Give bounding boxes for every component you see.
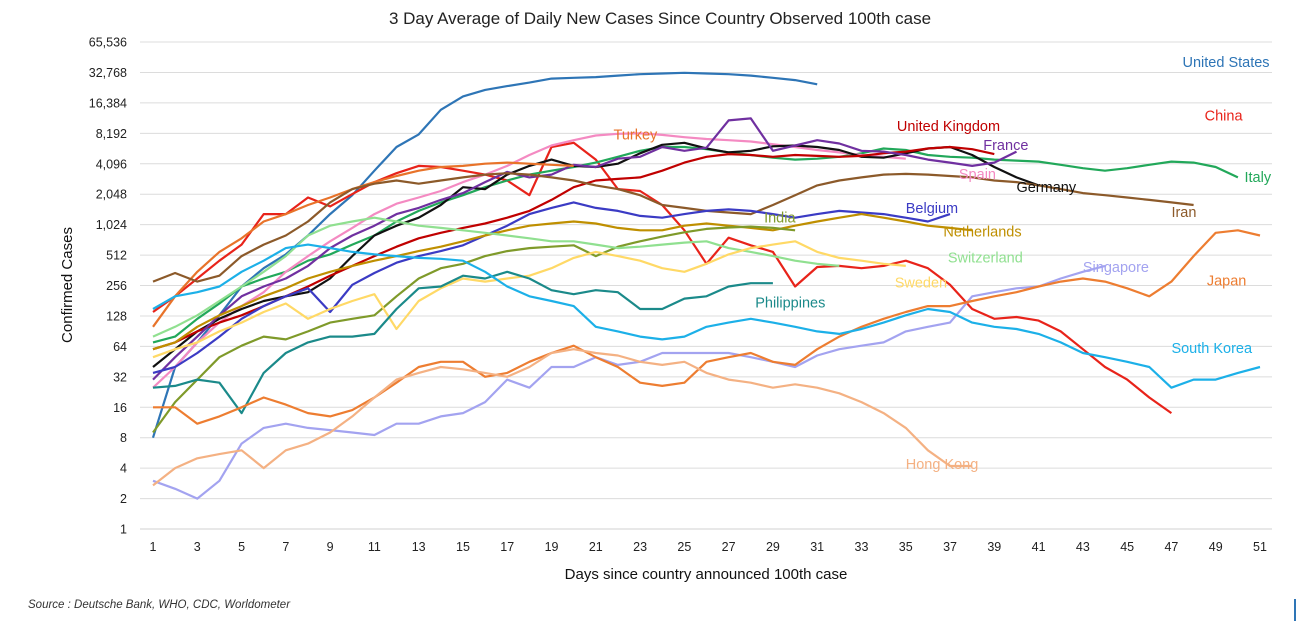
x-tick-label: 17: [500, 540, 514, 554]
series-line-philippines: [152, 270, 773, 415]
y-tick-label: 32,768: [89, 66, 127, 80]
series-line-hong-kong: [152, 348, 973, 487]
y-axis-ticks: 1 2 4 8 16 32 64 128 256 512 1,024 2,048 4,096 8,192 1…: [89, 36, 127, 537]
x-axis-ticks: 1 3 5 7 9 11 13 15 17 19 21 23 25 27 29 31 33 35 37 39 41 43 4…: [150, 540, 1267, 554]
series-label-iran: Iran: [1171, 205, 1196, 221]
y-tick-label: 4,096: [96, 157, 127, 171]
corner-mark: [1294, 599, 1296, 621]
x-tick-label: 27: [722, 540, 736, 554]
series-line-belgium: [152, 201, 951, 374]
y-tick-label: 65,536: [89, 36, 127, 50]
series-line-south-korea: [152, 243, 1261, 389]
series-label-turkey: Turkey: [614, 128, 659, 144]
series-line-singapore: [152, 264, 1106, 500]
series-label-japan: Japan: [1207, 274, 1247, 290]
y-tick-label: 2: [120, 492, 127, 506]
series-label-belgium: Belgium: [906, 201, 958, 217]
y-tick-label: 1,024: [96, 218, 127, 232]
x-tick-label: 3: [194, 540, 201, 554]
x-tick-label: 21: [589, 540, 603, 554]
x-tick-label: 45: [1120, 540, 1134, 554]
x-tick-label: 31: [810, 540, 824, 554]
y-tick-label: 4: [120, 462, 127, 476]
x-tick-label: 43: [1076, 540, 1090, 554]
y-tick-label: 32: [113, 370, 127, 384]
series-label-singapore: Singapore: [1083, 260, 1149, 276]
series-label-sweden: Sweden: [895, 275, 947, 291]
x-axis-title: Days since country announced 100th case: [565, 566, 848, 583]
series-label-united-kingdom: United Kingdom: [897, 119, 1000, 135]
series-line-italy: [152, 145, 1239, 344]
x-tick-label: 47: [1164, 540, 1178, 554]
series-label-china: China: [1205, 108, 1244, 124]
y-tick-label: 256: [106, 279, 127, 293]
series-labels: United States China Italy Spain Germany Unite…: [614, 55, 1272, 473]
x-tick-label: 1: [150, 540, 157, 554]
series-line-netherlands: [152, 213, 973, 351]
series-line-japan: [153, 229, 1261, 425]
chart-title: 3 Day Average of Daily New Cases Since C…: [389, 9, 931, 28]
x-tick-label: 33: [855, 540, 869, 554]
series-label-france: France: [983, 138, 1028, 154]
series-label-philippines: Philippines: [755, 296, 825, 312]
x-tick-label: 35: [899, 540, 913, 554]
series-line-sweden: [152, 240, 906, 359]
series-label-italy: Italy: [1245, 170, 1272, 186]
series-line-switzerland: [152, 216, 840, 338]
y-tick-label: 128: [106, 309, 127, 323]
series-line-iran: [152, 172, 1194, 283]
x-tick-label: 25: [677, 540, 691, 554]
y-tick-label: 2,048: [96, 188, 127, 202]
x-tick-label: 13: [412, 540, 426, 554]
x-tick-label: 29: [766, 540, 780, 554]
gridlines: [140, 41, 1272, 500]
source-note: Source : Deutsche Bank, WHO, CDC, Worldo…: [28, 599, 291, 611]
x-tick-label: 41: [1032, 540, 1046, 554]
x-tick-label: 19: [545, 540, 559, 554]
x-tick-label: 39: [987, 540, 1001, 554]
series-label-hong-kong: Hong Kong: [906, 457, 979, 473]
series-label-india: India: [764, 210, 796, 226]
series-label-germany: Germany: [1016, 180, 1076, 196]
series-label-united-states: United States: [1183, 55, 1270, 71]
x-tick-label: 49: [1209, 540, 1223, 554]
x-tick-label: 23: [633, 540, 647, 554]
series-label-spain: Spain: [959, 167, 996, 183]
y-tick-label: 1: [120, 523, 127, 537]
series-line-united-states: [151, 71, 818, 439]
y-tick-label: 16: [113, 401, 127, 415]
x-tick-label: 15: [456, 540, 470, 554]
y-tick-label: 8: [120, 431, 127, 445]
series-line-france: [152, 117, 1017, 381]
y-tick-label: 512: [106, 249, 127, 263]
x-tick-label: 7: [282, 540, 289, 554]
y-axis-title: Confirmed Cases: [59, 227, 76, 343]
x-tick-label: 9: [327, 540, 334, 554]
x-tick-label: 51: [1253, 540, 1267, 554]
series-line-india: [152, 225, 796, 434]
series-label-switzerland: Switzerland: [948, 251, 1023, 267]
y-tick-label: 64: [113, 340, 127, 354]
series-lines: [151, 71, 1261, 500]
series-label-south-korea: South Korea: [1171, 341, 1253, 357]
x-tick-label: 37: [943, 540, 957, 554]
y-tick-label: 16,384: [89, 96, 127, 110]
y-tick-label: 8,192: [96, 127, 127, 141]
series-label-netherlands: Netherlands: [943, 225, 1021, 241]
x-tick-label: 11: [368, 540, 381, 554]
x-tick-label: 5: [238, 540, 245, 554]
